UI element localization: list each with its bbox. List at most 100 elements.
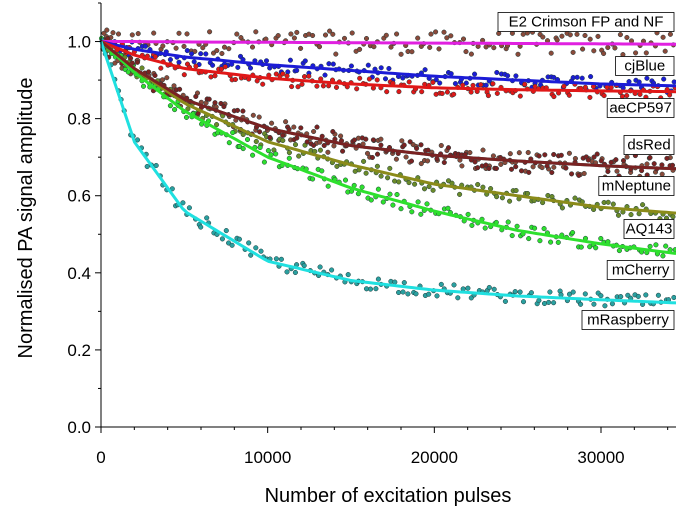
data-point [490, 153, 496, 159]
data-point [311, 128, 317, 135]
data-point [570, 289, 576, 295]
data-point [273, 256, 279, 262]
data-point [508, 166, 515, 172]
data-point [351, 137, 357, 143]
data-point [371, 44, 377, 50]
data-point [635, 293, 641, 299]
data-point [292, 142, 299, 148]
data-point [463, 49, 469, 55]
data-point [310, 176, 316, 182]
data-point [614, 168, 620, 174]
data-point [433, 29, 439, 35]
data-point [183, 114, 190, 120]
data-point [181, 43, 187, 49]
x-tick-label: 30000 [577, 448, 624, 467]
data-point [664, 155, 670, 161]
data-point [542, 152, 548, 158]
data-point [494, 69, 500, 76]
data-point [374, 151, 381, 157]
data-point [326, 83, 332, 89]
data-point [322, 32, 329, 38]
data-point [342, 177, 349, 183]
data-point [191, 59, 197, 65]
data-point [520, 31, 526, 37]
data-point [341, 35, 348, 41]
data-point [399, 138, 405, 144]
data-point [321, 142, 327, 149]
data-point [660, 34, 666, 40]
data-point [424, 201, 430, 207]
data-point [160, 43, 166, 49]
data-point [394, 191, 400, 198]
data-point [469, 222, 475, 228]
data-point [369, 154, 375, 161]
data-point [415, 35, 421, 41]
data-point [555, 239, 561, 245]
data-point [544, 163, 550, 169]
data-point [364, 150, 371, 156]
data-point [284, 73, 290, 79]
data-point [569, 171, 575, 177]
data-point [135, 31, 141, 37]
data-point [438, 142, 444, 149]
data-point [580, 46, 586, 52]
data-point [306, 73, 312, 79]
y-tick-label: 0.4 [67, 264, 91, 283]
data-point [258, 248, 264, 254]
data-point [514, 223, 520, 229]
data-point [427, 44, 433, 50]
data-point [566, 150, 572, 156]
data-point [363, 136, 369, 142]
data-point [551, 300, 557, 306]
data-point [334, 163, 340, 169]
data-point [367, 286, 374, 292]
data-point [325, 183, 331, 189]
data-point [283, 119, 289, 125]
data-point [449, 180, 455, 186]
data-point [302, 58, 308, 64]
data-point [273, 151, 279, 157]
series-label: AQ143 [623, 219, 675, 239]
data-point [246, 240, 252, 246]
data-point [396, 89, 402, 95]
data-point [221, 44, 228, 50]
data-point [616, 248, 622, 254]
data-point [125, 69, 131, 75]
fit-curve [100, 40, 676, 88]
x-axis-title: Number of excitation pulses [265, 485, 512, 507]
data-point [475, 165, 481, 171]
series-label: mNeptune [598, 176, 675, 196]
data-point [585, 157, 591, 163]
data-point [375, 186, 381, 192]
data-point [322, 72, 328, 78]
data-point [247, 65, 254, 71]
data-point [299, 81, 305, 87]
data-point [210, 62, 216, 68]
data-point [472, 159, 478, 165]
data-point [457, 191, 463, 197]
axes-layer [100, 3, 676, 428]
data-point [598, 235, 604, 242]
data-point [609, 301, 615, 307]
x-ticks-layer: 0 10000 20000 30000 [96, 427, 669, 467]
data-point [505, 73, 511, 79]
series-label-text: aeCP597 [609, 100, 672, 117]
data-point [480, 147, 486, 153]
data-point [517, 93, 523, 99]
data-point [536, 153, 542, 159]
data-point [345, 272, 351, 278]
data-point [578, 244, 584, 250]
data-point [294, 67, 300, 74]
data-point [548, 50, 554, 56]
series-label-text: AQ143 [626, 221, 673, 238]
fit-curve [100, 40, 676, 94]
data-point [333, 51, 339, 57]
data-point [278, 256, 284, 262]
series-label-box [623, 135, 675, 155]
data-point [375, 276, 381, 282]
data-point [409, 209, 415, 215]
data-point [250, 152, 256, 158]
data-point [517, 289, 523, 295]
series-label: E2 Crimson FP and NF [497, 12, 675, 32]
data-point [595, 33, 601, 39]
